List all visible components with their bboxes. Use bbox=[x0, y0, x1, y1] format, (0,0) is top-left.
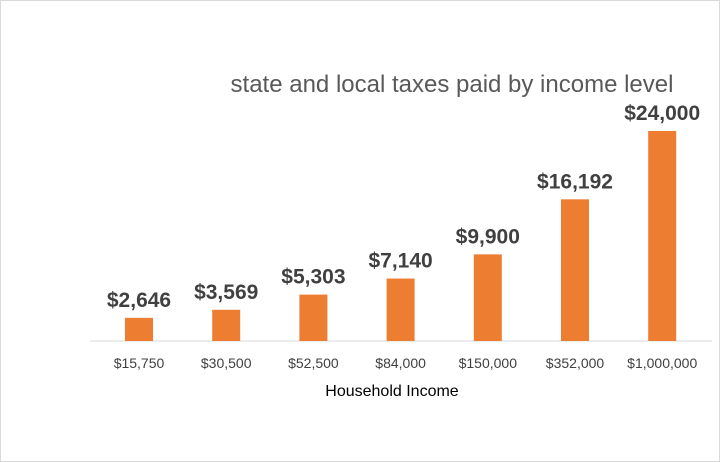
x-tick-label-3: $84,000 bbox=[375, 355, 426, 371]
chart-title: state and local taxes paid by income lev… bbox=[231, 71, 674, 98]
data-label-5: $16,192 bbox=[537, 170, 613, 193]
bar-2 bbox=[299, 294, 328, 341]
bar-6 bbox=[648, 131, 677, 341]
data-label-4: $9,900 bbox=[456, 225, 520, 248]
data-label-3: $7,140 bbox=[368, 250, 432, 273]
data-label-2: $5,303 bbox=[281, 266, 345, 289]
bar-5 bbox=[561, 199, 589, 341]
data-label-0: $2,646 bbox=[107, 289, 171, 312]
data-labels-group: $2,646 $3,569 $5,303 $7,140 $9,900 $16,192 $24… bbox=[107, 102, 700, 312]
data-label-1: $3,569 bbox=[194, 281, 258, 304]
x-axis-title: Household Income bbox=[325, 383, 459, 400]
bars-group bbox=[125, 131, 677, 341]
data-label-6: $24,000 bbox=[624, 102, 700, 125]
bar-4 bbox=[473, 254, 502, 341]
x-tick-label-5: $352,000 bbox=[546, 355, 605, 371]
x-tick-label-1: $30,500 bbox=[201, 355, 252, 371]
x-tick-label-0: $15,750 bbox=[114, 355, 165, 371]
x-tick-label-2: $52,500 bbox=[288, 355, 339, 371]
bar-0 bbox=[125, 317, 153, 341]
bar-1 bbox=[212, 309, 241, 341]
x-tick-labels-group: $15,750 $30,500 $52,500 $84,000 $150,000 $352… bbox=[114, 355, 698, 371]
x-tick-label-6: $1,000,000 bbox=[627, 355, 697, 371]
x-tick-label-4: $150,000 bbox=[459, 355, 518, 371]
bar-3 bbox=[386, 278, 415, 341]
